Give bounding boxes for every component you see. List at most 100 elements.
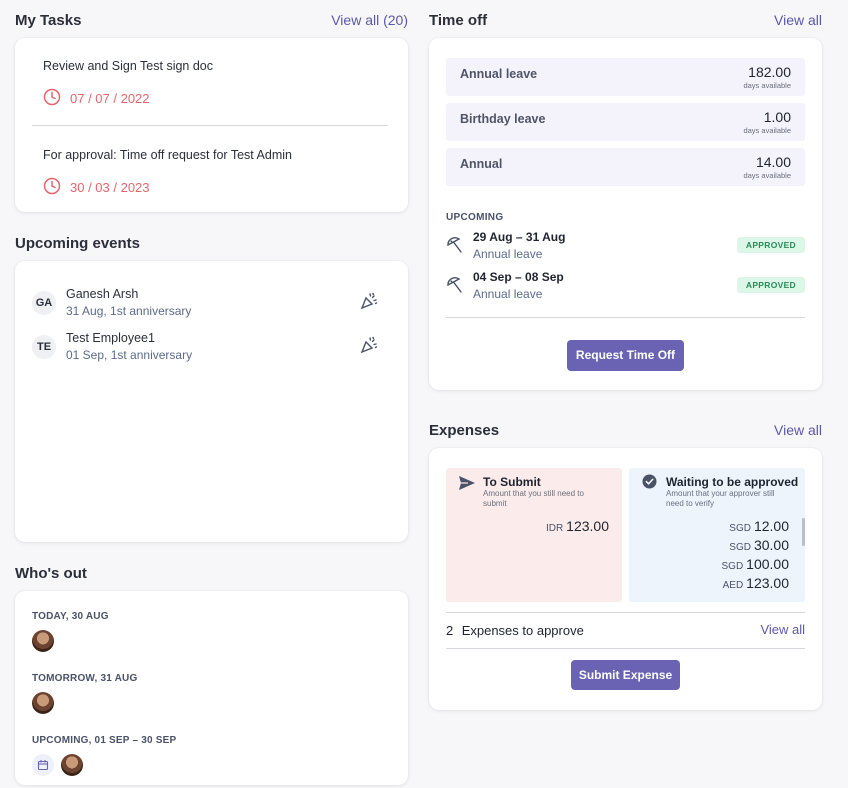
expenses-to-approve-label: Expenses to approve (461, 623, 584, 638)
time-off-dates: 04 Sep – 08 Sep (473, 270, 564, 284)
whos-out-title: Who's out (15, 565, 87, 582)
whos-out-people (32, 630, 391, 652)
to-submit-desc-line: submit (483, 499, 507, 508)
my-tasks-view-all-link[interactable]: View all (20) (331, 12, 408, 28)
whos-out-people (32, 754, 391, 776)
clock-icon (43, 177, 61, 198)
clock-icon (43, 88, 61, 109)
leave-balance-value: 1.00 (763, 109, 791, 125)
amount-row: SGD 12.00 (729, 518, 789, 536)
celebration-icon[interactable] (359, 291, 379, 316)
whos-out-header: Who's out (15, 553, 408, 591)
check-circle-icon (642, 474, 657, 494)
time-off-type: Annual leave (473, 287, 543, 301)
calendar-icon[interactable] (32, 754, 54, 776)
upcoming-time-off-item[interactable]: 04 Sep – 08 Sep Annual leave APPROVED (446, 270, 805, 310)
event-person-name: Ganesh Arsh (66, 287, 139, 301)
whos-out-card: TODAY, 30 AUG TOMORROW, 31 AUG UPCOMING,… (15, 591, 408, 785)
task-title: Review and Sign Test sign doc (43, 59, 214, 73)
time-off-type: Annual leave (473, 247, 543, 261)
event-item[interactable]: GA Ganesh Arsh 31 Aug, 1st anniversary (32, 286, 379, 319)
status-badge: APPROVED (736, 277, 805, 293)
leave-balance-row[interactable]: Birthday leave 1.00 days available (446, 103, 805, 141)
time-off-view-all-link[interactable]: View all (774, 12, 822, 28)
event-detail: 31 Aug, 1st anniversary (66, 304, 192, 318)
right-column: Time off View all Annual leave 182.00 da… (429, 0, 822, 710)
my-tasks-header: My Tasks View all (20) (15, 0, 408, 38)
scrollbar[interactable] (802, 518, 805, 546)
expenses-to-approve-row: 2 Expenses to approve View all (446, 622, 805, 642)
leave-type-name: Annual (460, 157, 503, 171)
amount-value: 123.00 (566, 518, 609, 534)
time-off-header: Time off View all (429, 0, 822, 38)
task-divider (32, 125, 388, 126)
amount-value: 100.00 (746, 556, 789, 572)
avatar[interactable] (32, 692, 54, 714)
amount-row: AED 123.00 (723, 575, 789, 593)
send-icon (458, 475, 476, 496)
upcoming-time-off-label: UPCOMING (446, 212, 504, 223)
amount-currency: IDR (545, 523, 564, 534)
upcoming-events-title: Upcoming events (15, 235, 141, 252)
upcoming-events-header: Upcoming events (15, 223, 408, 261)
event-item[interactable]: TE Test Employee1 01 Sep, 1st anniversar… (32, 330, 379, 363)
task-due-date: 30 / 03 / 2023 (43, 177, 388, 198)
expenses-card: To Submit Amount that you still need to … (429, 448, 822, 710)
request-time-off-button[interactable]: Request Time Off (567, 340, 684, 371)
whos-out-group-label: UPCOMING, 01 SEP – 30 SEP (32, 735, 177, 746)
upcoming-time-off-item[interactable]: 29 Aug – 31 Aug Annual leave APPROVED (446, 230, 805, 270)
upcoming-events-card: GA Ganesh Arsh 31 Aug, 1st anniversary T… (15, 261, 408, 542)
event-person-name: Test Employee1 (66, 331, 155, 345)
leave-balance-value: 14.00 (755, 154, 791, 170)
expenses-title: Expenses (429, 422, 500, 439)
leave-balance-row[interactable]: Annual 14.00 days available (446, 148, 805, 186)
expenses-header: Expenses View all (429, 410, 822, 448)
amount-currency: SGD (729, 523, 751, 534)
amount-value: 123.00 (746, 575, 789, 591)
waiting-approval-panel[interactable]: Waiting to be approved Amount that your … (629, 468, 805, 602)
avatar[interactable] (32, 630, 54, 652)
left-column: My Tasks View all (20) Review and Sign T… (15, 0, 408, 785)
status-badge: APPROVED (736, 237, 805, 253)
amount-row: IDR 123.00 (546, 518, 609, 536)
avatar: TE (32, 334, 56, 359)
to-submit-title: To Submit (483, 475, 541, 489)
task-date-text: 30 / 03 / 2023 (70, 180, 150, 195)
task-due-date: 07 / 07 / 2022 (43, 88, 388, 109)
leave-balance-row[interactable]: Annual leave 182.00 days available (446, 58, 805, 96)
waiting-desc-line: Amount that your approver still (666, 489, 775, 498)
amount-row: SGD 30.00 (729, 537, 789, 555)
waiting-approval-title: Waiting to be approved (666, 475, 799, 489)
expenses-view-all-link[interactable]: View all (774, 422, 822, 438)
whos-out-group-label: TODAY, 30 AUG (32, 611, 109, 622)
leave-type-name: Annual leave (460, 67, 538, 81)
amount-row: SGD 100.00 (722, 556, 790, 574)
expenses-to-approve-view-all-link[interactable]: View all (760, 622, 805, 637)
divider (446, 648, 805, 649)
avatar[interactable] (61, 754, 83, 776)
avatar: GA (32, 290, 56, 315)
whos-out-people (32, 692, 391, 714)
amount-value: 12.00 (753, 518, 789, 534)
amount-currency: AED (722, 580, 744, 591)
to-submit-panel[interactable]: To Submit Amount that you still need to … (446, 468, 622, 602)
task-item[interactable]: Review and Sign Test sign doc 07 / 07 / … (15, 59, 408, 109)
amount-currency: SGD (721, 561, 744, 572)
submit-expense-button[interactable]: Submit Expense (571, 660, 680, 690)
time-off-title: Time off (429, 12, 488, 29)
waiting-approval-description: Amount that your approver still need to … (666, 489, 791, 509)
beach-umbrella-icon (446, 276, 464, 299)
task-title: For approval: Time off request for Test … (43, 148, 292, 162)
task-item[interactable]: For approval: Time off request for Test … (15, 148, 408, 198)
time-off-dates: 29 Aug – 31 Aug (473, 230, 566, 244)
leave-balance-unit: days available (743, 81, 791, 90)
celebration-icon[interactable] (359, 335, 379, 360)
to-submit-desc-line: Amount that you still need to (483, 489, 584, 498)
divider (446, 612, 805, 613)
beach-umbrella-icon (446, 236, 464, 259)
leave-type-name: Birthday leave (460, 112, 546, 126)
amount-value: 30.00 (753, 537, 789, 553)
event-detail: 01 Sep, 1st anniversary (66, 348, 193, 362)
to-submit-description: Amount that you still need to submit (483, 489, 608, 509)
waiting-desc-line: need to verify (666, 499, 715, 508)
